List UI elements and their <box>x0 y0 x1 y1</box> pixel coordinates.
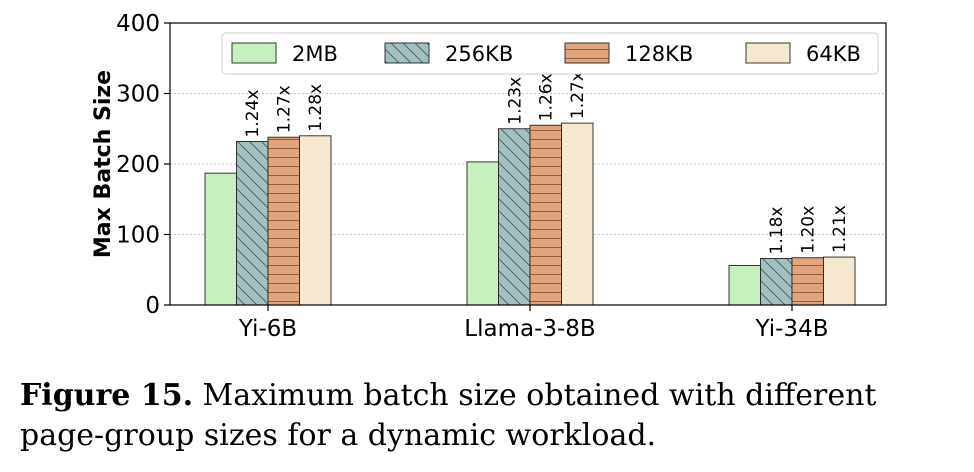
bar-chart: 1.24x 1.27x 1.28x 1.23x 1.26x 1.27x 1.18x 1.20x… <box>0 0 974 340</box>
bar-2mb-yi-6b <box>205 173 237 305</box>
y-tick-label: 200 <box>116 152 160 178</box>
x-category-label: Yi-34B <box>755 316 829 340</box>
legend-label: 256KB <box>445 42 513 66</box>
bar-128kb-yi-34b <box>792 258 824 305</box>
bar-2mb-llama-3-8b <box>467 162 499 305</box>
legend-label: 2MB <box>292 42 338 66</box>
y-axis-title: Max Batch Size <box>91 70 116 258</box>
figure-caption: Figure 15. Maximum batch size obtained w… <box>20 376 960 456</box>
bar-64kb-yi-6b <box>300 136 332 305</box>
speedup-label: 1.27x <box>568 71 588 119</box>
speedup-label: 1.21x <box>830 205 850 253</box>
speedup-label: 1.20x <box>799 206 819 254</box>
speedup-label: 1.28x <box>306 84 326 132</box>
legend-swatch-256kb <box>385 43 429 63</box>
bar-128kb-llama-3-8b <box>530 125 562 305</box>
y-axis-ticks: 0 100 200 300 400 <box>116 11 170 319</box>
speedup-label: 1.23x <box>505 77 525 125</box>
bar-256kb-yi-6b <box>237 141 269 305</box>
bars <box>205 123 855 305</box>
legend-swatch-128kb <box>565 43 609 63</box>
y-tick-label: 100 <box>116 223 160 249</box>
legend-label: 128KB <box>625 42 693 66</box>
legend: 2MB 256KB 128KB 64KB <box>222 33 878 74</box>
x-category-label: Yi-6B <box>238 316 297 340</box>
y-tick-label: 300 <box>116 82 160 108</box>
bar-64kb-llama-3-8b <box>562 123 594 305</box>
speedup-label: 1.27x <box>275 85 295 133</box>
bar-256kb-yi-34b <box>761 258 793 305</box>
bar-128kb-yi-6b <box>268 137 300 305</box>
legend-swatch-2mb <box>232 43 276 63</box>
speedup-label: 1.26x <box>537 73 557 121</box>
legend-swatch-64kb <box>746 43 790 63</box>
figure-label: Figure 15. <box>20 378 193 413</box>
bar-2mb-yi-34b <box>729 266 761 305</box>
speedup-label: 1.18x <box>767 207 787 255</box>
bar-256kb-llama-3-8b <box>499 129 531 305</box>
x-axis-categories: Yi-6B Llama-3-8B Yi-34B <box>238 305 829 340</box>
bar-64kb-yi-34b <box>824 257 856 305</box>
speedup-label: 1.24x <box>243 90 263 138</box>
legend-label: 64KB <box>806 42 861 66</box>
y-tick-label: 400 <box>116 11 160 37</box>
y-tick-label: 0 <box>145 293 160 319</box>
x-category-label: Llama-3-8B <box>464 316 595 340</box>
